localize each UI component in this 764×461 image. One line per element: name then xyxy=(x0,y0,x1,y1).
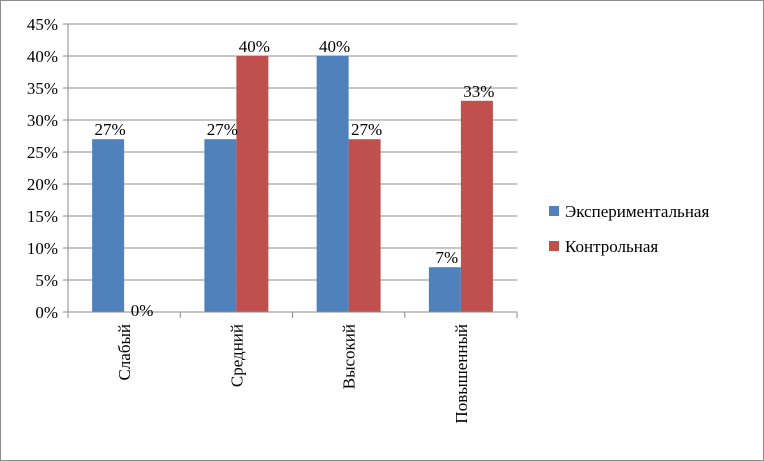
y-tick-label: 35% xyxy=(27,79,58,98)
y-tick-label: 0% xyxy=(35,303,58,322)
data-label: 33% xyxy=(463,82,494,101)
category-label: Высокий xyxy=(340,324,359,389)
data-label: 40% xyxy=(319,37,350,56)
legend-swatch xyxy=(549,206,559,216)
y-tick-label: 15% xyxy=(27,207,58,226)
legend-label: Контрольная xyxy=(565,237,658,256)
legend: Экспериментальная Контрольная xyxy=(549,202,709,256)
bar xyxy=(204,139,237,312)
data-label: 27% xyxy=(207,120,238,139)
legend-label: Экспериментальная xyxy=(565,202,709,221)
data-label: 0% xyxy=(131,301,154,320)
category-label: Средний xyxy=(227,324,246,387)
data-label: 40% xyxy=(239,37,270,56)
y-tick-label: 25% xyxy=(27,143,58,162)
y-tick-label: 5% xyxy=(35,271,58,290)
bar xyxy=(348,139,381,312)
data-labels: 27% 0% 27% 40% 40% 27% 7% 33% xyxy=(95,37,495,320)
bar xyxy=(428,267,461,312)
category-label: Слабый xyxy=(115,324,134,381)
y-tick-label: 10% xyxy=(27,239,58,258)
bar xyxy=(316,56,349,312)
data-label: 27% xyxy=(95,120,126,139)
y-tick-label: 40% xyxy=(27,47,58,66)
bar xyxy=(92,139,125,312)
y-tick-label: 45% xyxy=(27,15,58,34)
y-tick-label: 30% xyxy=(27,111,58,130)
data-label: 7% xyxy=(436,248,459,267)
category-label: Повышенный xyxy=(452,324,471,424)
bar xyxy=(236,56,269,312)
data-label: 27% xyxy=(351,120,382,139)
y-tick-label: 20% xyxy=(27,175,58,194)
bar xyxy=(460,100,493,312)
legend-swatch xyxy=(549,241,559,251)
axes: 0% 5% 10% 15% 20% 25% 30% 35% 40% 45% Слабый Средни… xyxy=(27,15,518,424)
bars xyxy=(92,56,493,312)
